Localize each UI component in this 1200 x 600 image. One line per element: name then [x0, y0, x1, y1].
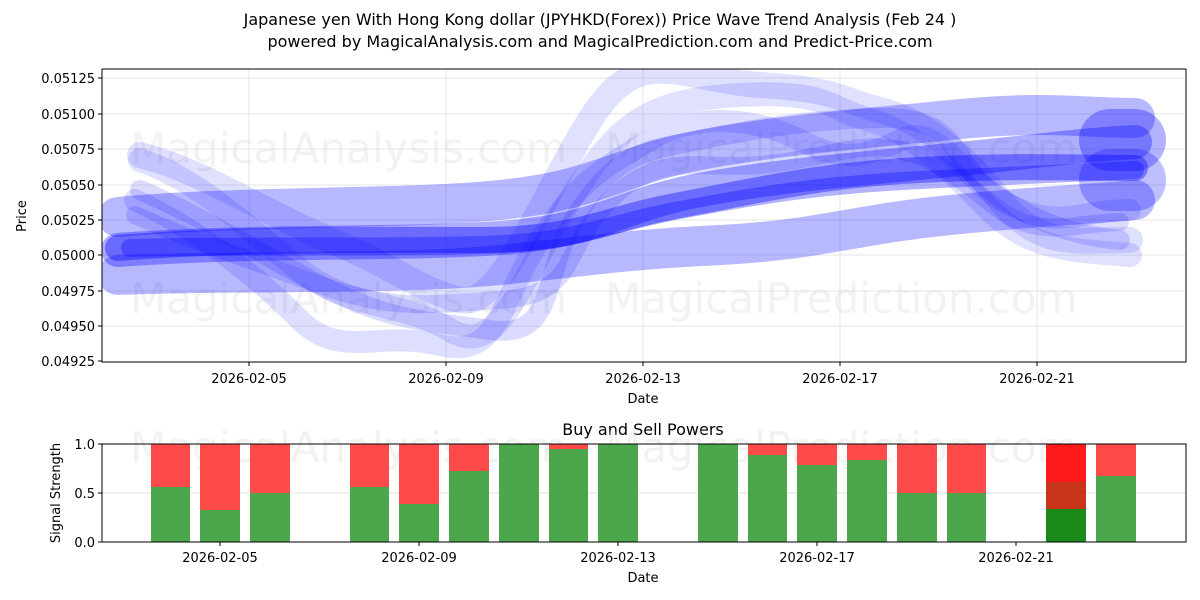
signal-x-axis-label: Date [627, 571, 658, 586]
price-x-axis-label: Date [627, 392, 658, 407]
sell-bar [151, 444, 190, 487]
price-y-axis-label: Price [15, 200, 30, 232]
buy-bar [947, 493, 986, 542]
buy-bar [598, 444, 638, 542]
sell-bar [748, 444, 787, 455]
y-tick-label: 0.04925 [41, 355, 95, 370]
sell-bar [449, 444, 489, 471]
y-tick-label: 0.5 [74, 487, 95, 502]
sell-bar [1096, 444, 1136, 476]
price-chart: MagicalAnalysis.com MagicalPrediction.co… [15, 68, 1187, 407]
sell-bar [549, 444, 588, 449]
price-x-axis: 2026-02-05 2026-02-09 2026-02-13 2026-02… [211, 362, 1075, 407]
sell-bar-strong [1046, 444, 1086, 482]
buy-bar [449, 471, 489, 542]
price-grid [102, 69, 1186, 362]
sell-bar [200, 444, 240, 510]
sell-bar [350, 444, 389, 487]
signal-y-axis-label: Signal Strength [49, 443, 64, 543]
x-tick-label: 2026-02-05 [211, 372, 287, 387]
signal-x-axis: 2026-02-05 2026-02-09 2026-02-13 2026-02… [182, 542, 1054, 586]
wave-bands [102, 69, 1166, 359]
x-tick-label: 2026-02-09 [381, 551, 457, 566]
x-tick-label: 2026-02-17 [802, 372, 878, 387]
buy-bar [499, 444, 539, 542]
buy-bar [350, 487, 389, 542]
sell-bar [947, 444, 986, 493]
watermark-right-signal: MagicalPrediction.com [605, 423, 1078, 472]
x-tick-label: 2026-02-17 [779, 551, 855, 566]
signal-chart: Buy and Sell Powers MagicalAnalysis.com … [49, 420, 1187, 586]
sell-bar [797, 444, 837, 465]
y-tick-label: 0.05125 [41, 72, 95, 87]
y-tick-label: 0.04950 [41, 320, 95, 335]
sell-bar [250, 444, 290, 493]
signal-bars [151, 444, 1136, 542]
price-axes-frame [101, 68, 1187, 363]
y-tick-label: 0.05025 [41, 214, 95, 229]
y-tick-label: 0.05075 [41, 143, 95, 158]
buy-bar [748, 455, 787, 542]
watermark-left-bottom: MagicalAnalysis.com [130, 274, 567, 323]
buy-bar [847, 460, 887, 542]
sell-bar [399, 444, 439, 504]
x-tick-label: 2026-02-21 [999, 372, 1075, 387]
buy-bar [549, 449, 588, 542]
x-tick-label: 2026-02-13 [605, 372, 681, 387]
x-tick-label: 2026-02-05 [182, 551, 258, 566]
buy-bar [151, 487, 190, 542]
signal-y-axis: 1.0 0.5 0.0 Signal Strength [49, 438, 102, 551]
y-tick-label: 0.05100 [41, 108, 95, 123]
y-tick-label: 0.05000 [41, 249, 95, 264]
sell-bar [897, 444, 937, 493]
buy-bar [250, 493, 290, 542]
buy-bar [200, 510, 240, 542]
x-tick-label: 2026-02-21 [978, 551, 1054, 566]
watermark-right-top: MagicalPrediction.com [605, 124, 1078, 173]
sell-bar [847, 444, 887, 460]
watermark-left-top: MagicalAnalysis.com [130, 124, 567, 173]
signal-chart-title: Buy and Sell Powers [562, 420, 724, 439]
buy-bar [1096, 476, 1136, 542]
buy-bar [897, 493, 937, 542]
chart-title: Japanese yen With Hong Kong dollar (JPYH… [243, 10, 957, 29]
price-y-axis: 0.05125 0.05100 0.05075 0.05050 0.05025 … [15, 72, 102, 370]
buy-bar [797, 465, 837, 542]
watermark-right-bottom: MagicalPrediction.com [605, 274, 1078, 323]
buy-bar [399, 504, 439, 542]
x-tick-label: 2026-02-09 [408, 372, 484, 387]
chart-subtitle: powered by MagicalAnalysis.com and Magic… [267, 32, 933, 51]
y-tick-label: 0.05050 [41, 179, 95, 194]
buy-bar [698, 444, 738, 542]
y-tick-label: 0.04975 [41, 285, 95, 300]
x-tick-label: 2026-02-13 [580, 551, 656, 566]
y-tick-label: 1.0 [74, 438, 95, 453]
y-tick-label: 0.0 [74, 536, 95, 551]
mixed-bar [1046, 482, 1086, 509]
buy-bar-strong [1046, 509, 1086, 542]
